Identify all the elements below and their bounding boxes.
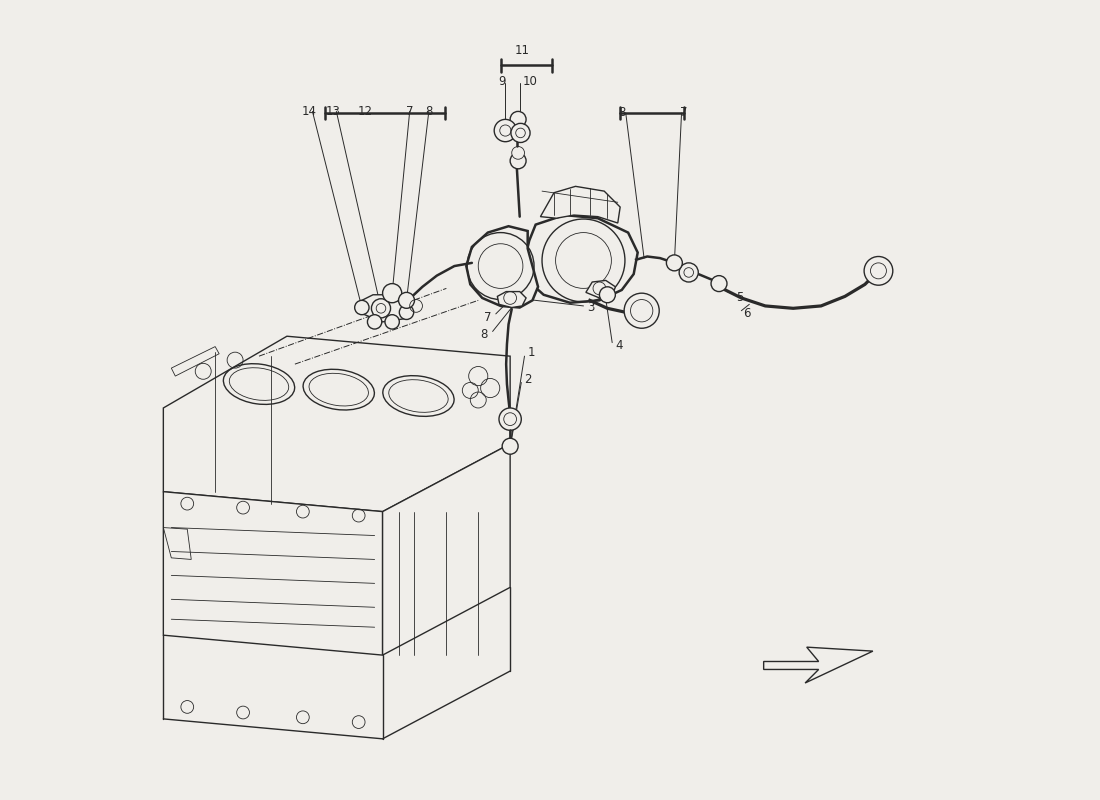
Circle shape bbox=[510, 123, 530, 142]
Text: 11: 11 bbox=[515, 44, 529, 58]
Text: 5: 5 bbox=[737, 291, 744, 305]
Circle shape bbox=[624, 293, 659, 328]
Text: 8: 8 bbox=[425, 105, 432, 118]
Polygon shape bbox=[466, 226, 538, 307]
Circle shape bbox=[711, 276, 727, 291]
Polygon shape bbox=[383, 444, 510, 655]
Polygon shape bbox=[497, 291, 526, 307]
Text: 9: 9 bbox=[498, 74, 506, 88]
Circle shape bbox=[510, 111, 526, 127]
Circle shape bbox=[494, 119, 517, 142]
Polygon shape bbox=[586, 281, 615, 298]
Circle shape bbox=[372, 298, 390, 318]
Circle shape bbox=[503, 438, 518, 454]
Text: 10: 10 bbox=[522, 74, 538, 88]
Text: 8: 8 bbox=[481, 328, 487, 341]
Text: 7: 7 bbox=[406, 105, 414, 118]
Circle shape bbox=[499, 408, 521, 430]
Polygon shape bbox=[358, 294, 410, 322]
Polygon shape bbox=[163, 336, 510, 512]
Circle shape bbox=[399, 305, 414, 319]
Circle shape bbox=[679, 263, 699, 282]
Text: 14: 14 bbox=[301, 105, 317, 118]
Text: 2: 2 bbox=[524, 373, 531, 386]
Circle shape bbox=[354, 300, 368, 314]
Text: 12: 12 bbox=[358, 105, 373, 118]
Text: 13: 13 bbox=[326, 105, 341, 118]
Circle shape bbox=[398, 292, 415, 308]
Circle shape bbox=[667, 255, 682, 271]
Text: 7: 7 bbox=[484, 310, 491, 323]
Polygon shape bbox=[525, 215, 638, 302]
Text: 3: 3 bbox=[586, 301, 594, 314]
Text: 8: 8 bbox=[618, 106, 626, 119]
Polygon shape bbox=[163, 492, 383, 655]
Circle shape bbox=[512, 146, 525, 159]
Text: 4: 4 bbox=[615, 339, 623, 352]
Circle shape bbox=[385, 314, 399, 329]
Circle shape bbox=[865, 257, 893, 286]
Text: 7: 7 bbox=[680, 106, 688, 119]
Circle shape bbox=[383, 284, 402, 302]
Circle shape bbox=[600, 286, 615, 302]
Circle shape bbox=[510, 153, 526, 169]
Text: 6: 6 bbox=[742, 307, 750, 321]
Circle shape bbox=[367, 314, 382, 329]
Text: 1: 1 bbox=[528, 346, 536, 358]
Polygon shape bbox=[540, 186, 620, 223]
